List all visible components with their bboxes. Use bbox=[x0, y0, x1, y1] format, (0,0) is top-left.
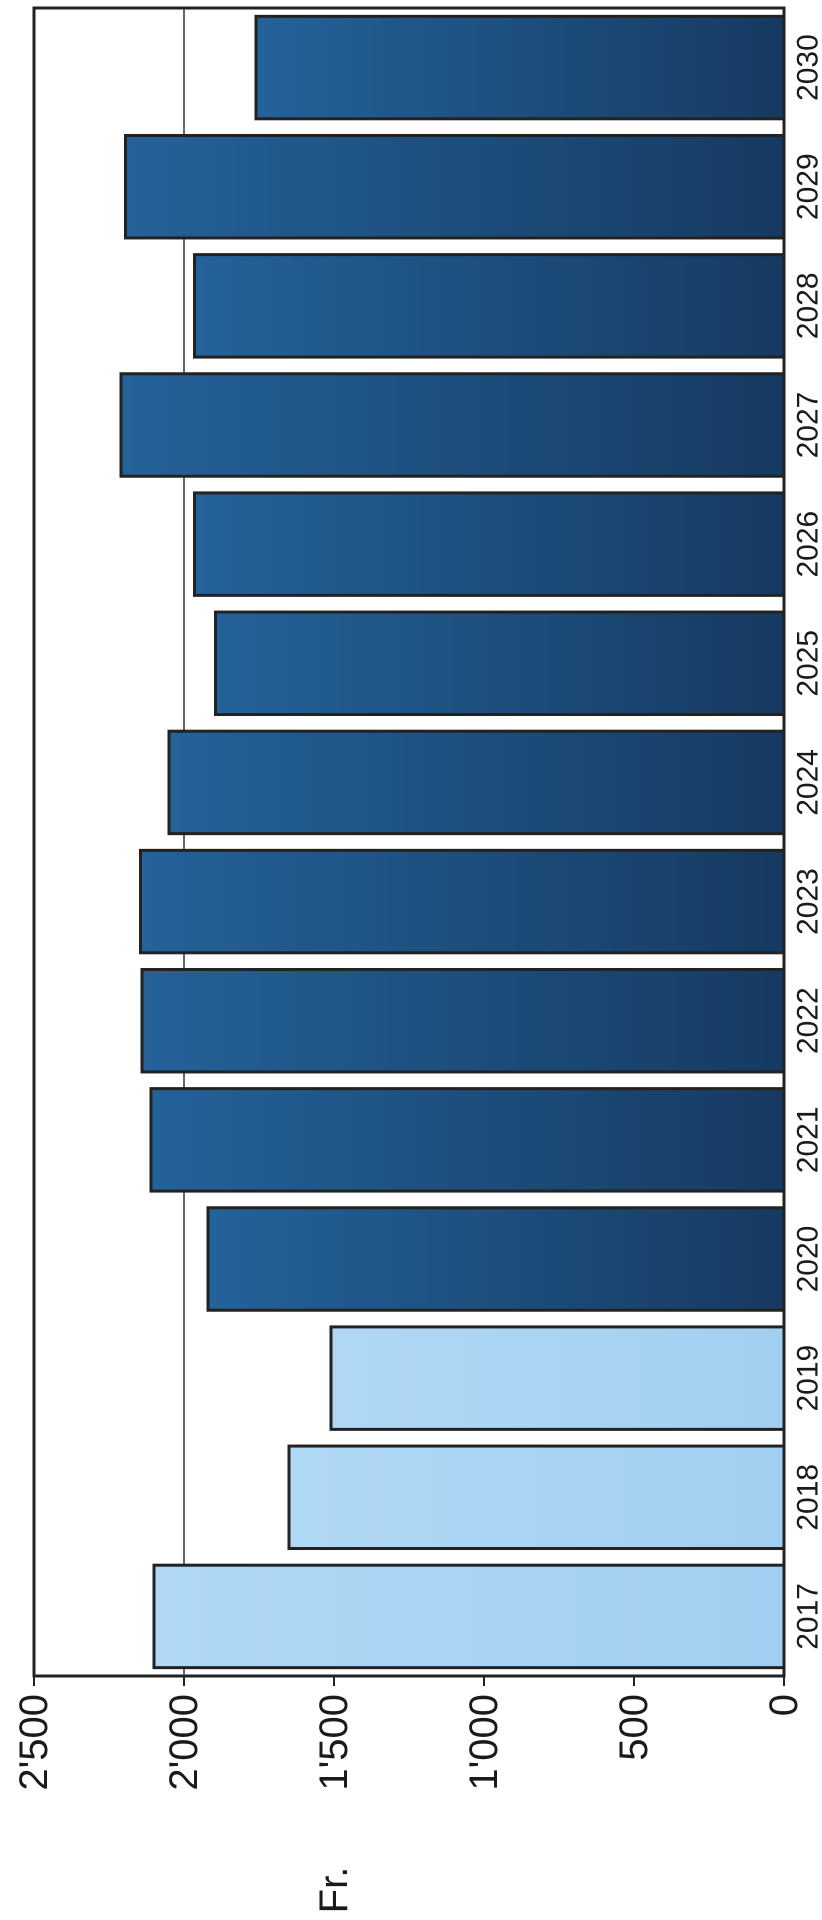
value-tick-label-5: 2'500 bbox=[12, 1694, 56, 1791]
category-label-2025: 2025 bbox=[792, 630, 822, 697]
value-axis-ticks: 0 500 1'000 1'500 2'000 2'500 bbox=[12, 1676, 806, 1791]
category-label-2021: 2021 bbox=[792, 1106, 822, 1173]
bar-2022 bbox=[140, 967, 786, 1074]
category-label-2017: 2017 bbox=[792, 1583, 822, 1650]
bar-2021 bbox=[149, 1087, 786, 1193]
category-label-2019: 2019 bbox=[792, 1345, 822, 1412]
value-tick-label-4: 2'000 bbox=[162, 1694, 206, 1791]
bar-2018 bbox=[287, 1444, 786, 1551]
value-tick-label-1: 500 bbox=[612, 1694, 656, 1761]
bar-2024 bbox=[167, 729, 786, 836]
value-tick-label-3: 1'500 bbox=[312, 1694, 356, 1791]
value-tick-label-0: 0 bbox=[762, 1694, 806, 1716]
bar-2023 bbox=[139, 848, 786, 955]
category-label-2029: 2029 bbox=[792, 153, 822, 220]
category-label-2024: 2024 bbox=[792, 749, 822, 816]
bar-2020 bbox=[206, 1206, 786, 1312]
value-tick-label-2: 1'000 bbox=[462, 1694, 506, 1791]
bar-2025 bbox=[214, 610, 786, 717]
bar-2030 bbox=[254, 14, 786, 121]
category-label-2030: 2030 bbox=[792, 34, 822, 101]
value-axis-title: Fr. bbox=[312, 1867, 356, 1914]
category-label-2018: 2018 bbox=[792, 1464, 822, 1531]
bar-2017 bbox=[152, 1563, 786, 1670]
bar-2026 bbox=[193, 491, 786, 597]
category-label-2022: 2022 bbox=[792, 987, 822, 1054]
category-labels: 2017 2018 2019 2020 2021 2022 2023 2024 2025 2026… bbox=[792, 34, 822, 1650]
category-label-2028: 2028 bbox=[792, 272, 822, 339]
category-label-2027: 2027 bbox=[792, 392, 822, 459]
bar-2019 bbox=[329, 1325, 786, 1431]
bar-2029 bbox=[124, 133, 786, 240]
category-label-2026: 2026 bbox=[792, 511, 822, 578]
bar-2027 bbox=[119, 372, 786, 478]
bars bbox=[119, 14, 786, 1670]
bar-2028 bbox=[193, 253, 786, 359]
category-label-2020: 2020 bbox=[792, 1226, 822, 1293]
category-label-2023: 2023 bbox=[792, 868, 822, 935]
